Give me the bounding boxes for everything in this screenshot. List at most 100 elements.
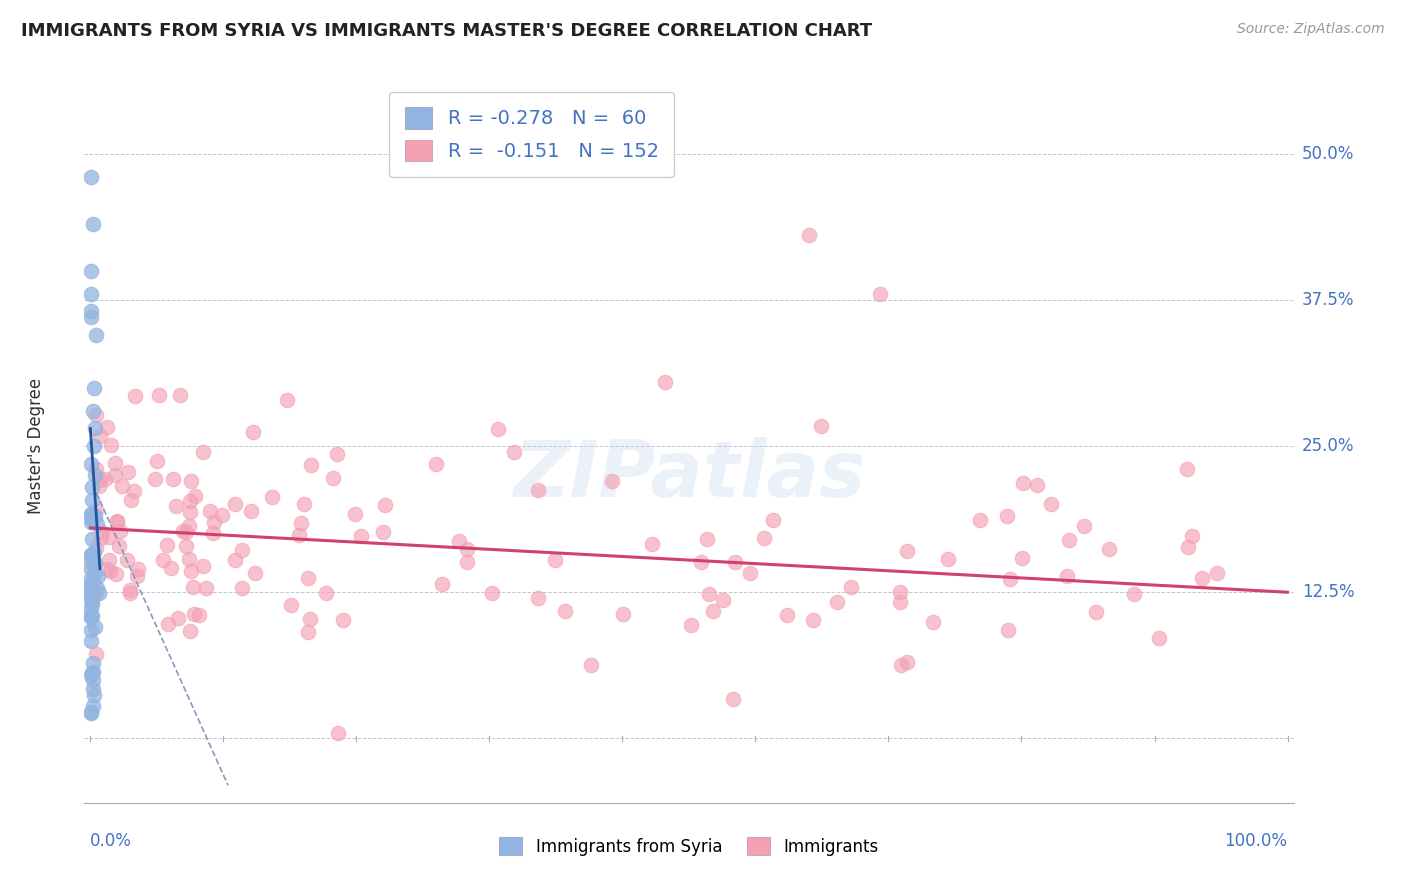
Point: [1191, 571, 1213, 585]
Point: [80, 706, 103, 720]
Point: [1059, 533, 1081, 547]
Point: [1084, 605, 1107, 619]
Point: [86, 503, 108, 517]
Point: [526, 591, 548, 606]
Point: [120, 582, 142, 597]
Point: [80, 548, 103, 562]
Point: [198, 504, 221, 518]
Text: 0.0%: 0.0%: [90, 832, 132, 850]
Point: [290, 516, 312, 531]
Point: [1123, 587, 1146, 601]
Point: [80, 667, 103, 681]
Text: 12.5%: 12.5%: [1302, 583, 1354, 601]
Point: [98, 564, 121, 578]
Point: [797, 228, 820, 243]
Point: [80, 706, 103, 720]
Point: [86, 581, 108, 595]
Point: [191, 445, 214, 459]
Point: [1098, 542, 1121, 557]
Point: [155, 538, 177, 552]
Point: [969, 512, 991, 526]
Point: [80, 593, 103, 607]
Point: [297, 625, 319, 640]
Point: [242, 425, 264, 439]
Point: [117, 465, 139, 479]
Point: [80, 310, 103, 325]
Point: [179, 494, 201, 508]
Point: [86, 541, 108, 556]
Point: [159, 561, 181, 575]
Point: [148, 388, 170, 402]
Point: [79, 586, 101, 600]
Point: [702, 604, 724, 618]
Point: [180, 564, 202, 578]
Text: IMMIGRANTS FROM SYRIA VS IMMIGRANTS MASTER'S DEGREE CORRELATION CHART: IMMIGRANTS FROM SYRIA VS IMMIGRANTS MAST…: [21, 22, 872, 40]
Point: [127, 561, 149, 575]
Point: [146, 454, 169, 468]
Point: [80, 597, 103, 611]
Legend: Immigrants from Syria, Immigrants: Immigrants from Syria, Immigrants: [492, 830, 886, 863]
Point: [86, 586, 108, 600]
Point: [83, 439, 105, 453]
Point: [82, 682, 104, 697]
Point: [87, 479, 110, 493]
Point: [889, 594, 911, 608]
Point: [172, 524, 194, 539]
Point: [80, 457, 103, 471]
Point: [82, 588, 104, 602]
Point: [80, 492, 103, 507]
Point: [425, 457, 447, 471]
Point: [80, 511, 103, 525]
Point: [84, 556, 107, 570]
Point: [211, 508, 233, 523]
Point: [127, 569, 149, 583]
Point: [89, 473, 111, 487]
Point: [332, 613, 354, 627]
Point: [430, 577, 453, 591]
Point: [82, 699, 104, 714]
Point: [117, 553, 139, 567]
Point: [231, 543, 253, 558]
Point: [89, 428, 111, 442]
Point: [162, 472, 184, 486]
Point: [80, 601, 103, 615]
Point: [240, 504, 263, 518]
Point: [600, 475, 623, 489]
Point: [1177, 462, 1199, 476]
Point: [84, 620, 107, 634]
Point: [80, 592, 103, 607]
Point: [202, 515, 225, 529]
Point: [1025, 478, 1047, 492]
Point: [100, 438, 122, 452]
Point: [90, 525, 112, 540]
Point: [80, 169, 103, 184]
Point: [825, 595, 848, 609]
Point: [108, 524, 131, 538]
Point: [121, 493, 143, 508]
Point: [740, 566, 762, 580]
Point: [260, 490, 283, 504]
Point: [83, 545, 105, 559]
Point: [152, 553, 174, 567]
Point: [1012, 476, 1035, 491]
Point: [776, 608, 799, 623]
Point: [503, 445, 526, 459]
Point: [801, 613, 824, 627]
Point: [889, 585, 911, 599]
Point: [276, 392, 298, 407]
Point: [86, 408, 108, 422]
Point: [83, 421, 105, 435]
Point: [349, 529, 371, 543]
Point: [191, 558, 214, 573]
Point: [179, 624, 201, 638]
Point: [179, 505, 201, 519]
Point: [183, 489, 205, 503]
Point: [80, 304, 103, 318]
Point: [82, 665, 104, 680]
Point: [697, 587, 720, 601]
Point: [1073, 519, 1095, 533]
Point: [93, 472, 115, 486]
Point: [544, 553, 567, 567]
Point: [174, 539, 197, 553]
Point: [118, 586, 141, 600]
